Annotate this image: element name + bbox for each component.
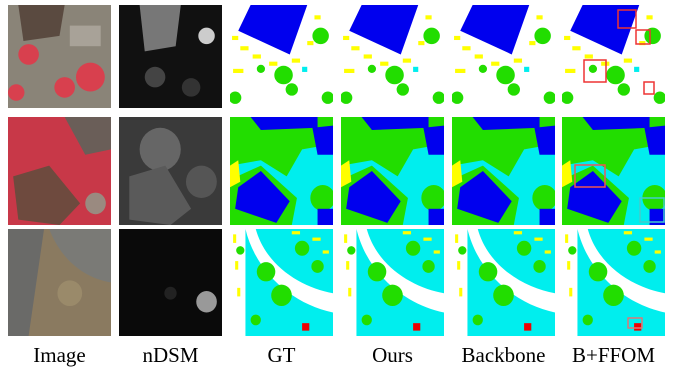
column-label: B+FFOM (572, 343, 655, 367)
image-tile (562, 117, 667, 225)
image-tile (8, 5, 111, 108)
image-tile (8, 229, 111, 336)
image-tile (341, 117, 446, 225)
column-labels: Image nDSM GT Ours Backbone B+FFOM (33, 343, 655, 367)
figure: Image nDSM GT Ours Backbone B+FFOM (0, 0, 683, 368)
image-tile (562, 229, 665, 336)
image-tile (119, 117, 222, 225)
column-label: GT (268, 343, 296, 367)
image-tile (8, 117, 111, 225)
image-tile (340, 5, 445, 108)
column-label: Backbone (462, 343, 546, 367)
image-tile (119, 5, 222, 108)
image-tile (119, 229, 222, 336)
image-tile (452, 117, 557, 225)
column-label: Ours (372, 343, 413, 367)
column-label: Image (33, 343, 85, 367)
image-tile (451, 5, 556, 108)
image-tile (452, 229, 555, 336)
image-tile (561, 5, 666, 108)
image-tile (341, 229, 444, 336)
image-tile (229, 5, 334, 108)
image-tile (230, 229, 333, 336)
image-tile (230, 117, 335, 225)
column-label: nDSM (142, 343, 198, 367)
tile-grid (8, 5, 667, 336)
